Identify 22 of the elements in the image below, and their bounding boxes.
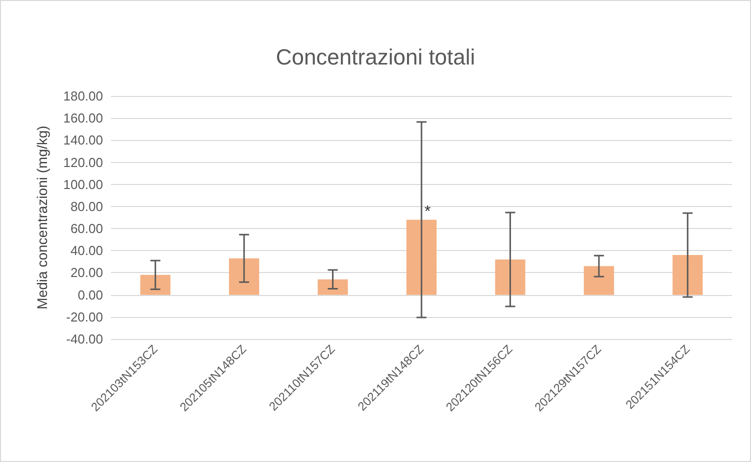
y-tick-label: 180.00 xyxy=(63,88,103,104)
bar xyxy=(406,220,437,295)
y-tick-label: 120.00 xyxy=(63,154,103,170)
y-axis-title: Media concentrazioni (mg/kg) xyxy=(34,126,50,310)
y-tick-label: 140.00 xyxy=(63,132,103,148)
annotation: * xyxy=(424,203,431,220)
y-tick-label: 60.00 xyxy=(70,221,103,236)
bar xyxy=(318,279,348,295)
y-tick-label: 0.00 xyxy=(78,287,103,302)
y-tick-label: -40.00 xyxy=(66,332,103,346)
y-tick-label: 160.00 xyxy=(63,110,103,126)
bar xyxy=(228,258,260,295)
y-tick-label: 100.00 xyxy=(63,176,103,192)
y-tick-label: 40.00 xyxy=(70,243,103,258)
bar xyxy=(495,259,526,295)
chart-title: Concentrazioni totali xyxy=(276,44,476,70)
y-tick-label: 80.00 xyxy=(70,198,103,214)
y-tick-label: -20.00 xyxy=(66,309,103,324)
bar xyxy=(140,274,170,295)
y-tick-label: 20.00 xyxy=(70,265,103,280)
bar xyxy=(584,266,614,295)
bar xyxy=(672,255,703,295)
